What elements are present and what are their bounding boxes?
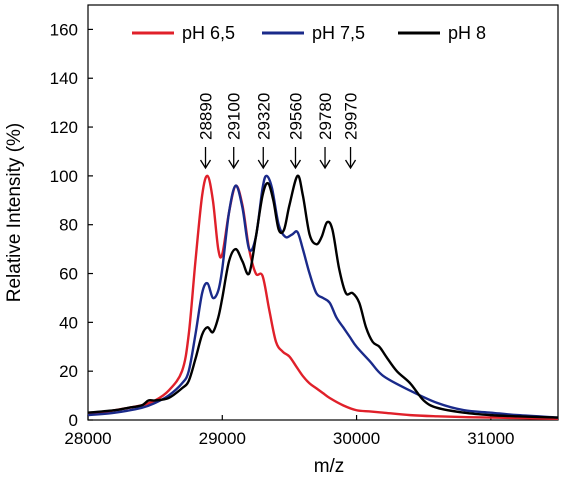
- y-tick-label: 20: [59, 362, 78, 381]
- y-axis-label: Relative Intensity (%): [4, 123, 25, 303]
- arrow-head: [257, 159, 269, 170]
- peak-annotation: 29100: [225, 93, 244, 170]
- y-tick-label: 60: [59, 265, 78, 284]
- y-axis: 0 20 40 60 80 100 120 140 160: [50, 20, 93, 430]
- x-tick-label: 30000: [333, 429, 380, 448]
- y-tick-label: 120: [50, 118, 78, 137]
- arrow-head: [344, 159, 357, 170]
- plot-frame: [87, 4, 559, 421]
- arrow-head: [289, 159, 302, 170]
- legend-label: pH 6,5: [182, 23, 235, 43]
- y-tick-label: 160: [50, 20, 78, 39]
- series-group: [88, 174, 558, 420]
- arrow-head: [228, 159, 240, 170]
- peak-label: 29100: [225, 93, 244, 140]
- peak-annotation: 28890: [197, 93, 216, 170]
- legend-item: pH 6,5: [132, 23, 235, 43]
- peak-annotation: 29320: [254, 93, 273, 170]
- x-axis: 28000 29000 30000 31000: [64, 415, 514, 448]
- plot-area: [87, 4, 559, 421]
- peak-label: 29780: [316, 93, 335, 140]
- legend: pH 6,5 pH 7,5 pH 8: [132, 23, 486, 43]
- series-line-1: [88, 174, 558, 420]
- legend-item: pH 8: [398, 23, 486, 43]
- y-tick-label: 100: [50, 167, 78, 186]
- y-tick-label: 40: [59, 313, 78, 332]
- peak-label: 29970: [342, 93, 361, 140]
- arrow-head: [199, 159, 212, 170]
- series-line-3: [88, 174, 558, 419]
- x-tick-label: 28000: [64, 429, 111, 448]
- series-line-2: [88, 174, 558, 419]
- x-tick-label: 29000: [199, 429, 246, 448]
- legend-label: pH 7,5: [312, 23, 365, 43]
- y-tick-label: 140: [50, 69, 78, 88]
- peak-annotation: 29560: [286, 93, 305, 170]
- peak-label: 29560: [286, 93, 305, 140]
- x-tick-label: 31000: [467, 429, 514, 448]
- y-tick-label: 80: [59, 216, 78, 235]
- peak-label: 28890: [197, 93, 216, 140]
- legend-label: pH 8: [448, 23, 486, 43]
- peak-annotation: 29780: [316, 93, 335, 170]
- peak-annotations: 28890 29100 29320 29560 29780 29970: [197, 93, 361, 170]
- x-axis-label: m/z: [314, 456, 345, 477]
- peak-label: 29320: [254, 93, 273, 140]
- y-tick-label: 0: [69, 411, 78, 430]
- arrow-head: [319, 159, 331, 170]
- legend-item: pH 7,5: [262, 23, 365, 43]
- peak-annotation: 29970: [342, 93, 361, 170]
